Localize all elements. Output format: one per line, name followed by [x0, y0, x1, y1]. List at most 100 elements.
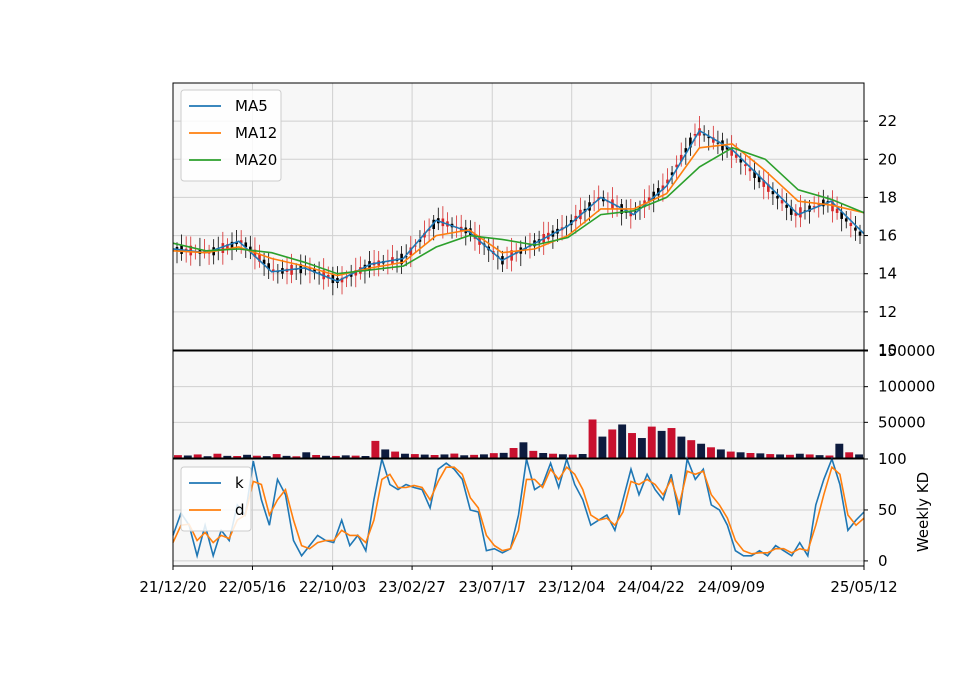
kd-panel: 0 50 100: [172, 450, 907, 570]
volume-bar: [322, 455, 330, 458]
legend-label: MA20: [235, 151, 277, 169]
volume-bar: [213, 453, 222, 458]
candle-body: [679, 154, 683, 162]
candle-body: [730, 147, 733, 156]
candle-body: [789, 206, 793, 215]
volume-bar: [568, 454, 577, 458]
candle-body: [647, 197, 651, 203]
x-tick-label: 24/04/22: [617, 578, 684, 596]
k-line: [172, 455, 865, 559]
candle-body: [313, 269, 316, 273]
candle-body: [409, 247, 413, 256]
volume-bar: [193, 454, 202, 458]
volume-bar: [460, 455, 469, 458]
candle-body: [812, 206, 816, 208]
volume-bar: [401, 453, 409, 458]
candle-body: [707, 136, 711, 139]
y-tick-label: 16: [878, 227, 897, 245]
candle-body: [776, 195, 779, 199]
candle-body: [753, 170, 756, 178]
candle-body: [858, 231, 862, 236]
candle-body: [748, 168, 752, 172]
candle-body: [326, 274, 330, 279]
volume-bar: [825, 455, 834, 458]
candle-body: [780, 200, 784, 204]
volume-bar: [480, 454, 488, 458]
candle-body: [235, 242, 238, 245]
candle-body: [226, 244, 229, 249]
volume-bar: [588, 419, 597, 458]
candle-body: [354, 270, 358, 276]
price-panel: 10 12 14 16 18 20 22: [172, 82, 897, 359]
candle-body: [308, 267, 312, 271]
x-tick-label: 25/05/12: [830, 578, 897, 596]
volume-bar: [558, 454, 567, 458]
candle-body: [689, 137, 692, 148]
x-axis: 21/12/20 22/05/16 22/10/03 23/02/27 23/07/17…: [139, 566, 898, 596]
candle-body: [734, 154, 738, 158]
panel-frame: [172, 458, 865, 567]
candle-body: [817, 204, 821, 206]
volume-bar: [618, 424, 627, 458]
volume-bar: [243, 454, 251, 458]
volume-bar: [183, 455, 192, 458]
candle-body: [831, 201, 834, 212]
volume-bar: [855, 454, 864, 458]
legend-box: [180, 89, 282, 182]
candle-body: [693, 134, 697, 136]
candle-body: [414, 245, 417, 247]
x-tick-label: 24/09/09: [698, 578, 765, 596]
y-tick-label: 20: [878, 150, 897, 168]
volume-bar: [430, 455, 439, 458]
volume-bar: [786, 454, 794, 458]
volume-bar: [233, 456, 242, 458]
volume-bar: [746, 453, 755, 458]
volume-bar: [361, 456, 370, 458]
candle-body: [271, 269, 275, 272]
candle-body: [808, 205, 811, 212]
volume-bar: [608, 429, 617, 458]
volume-bar: [282, 455, 291, 458]
y-tick-label: 18: [878, 188, 897, 206]
volume-bar: [539, 453, 548, 458]
volume-bar: [549, 453, 557, 458]
volume-bar: [440, 454, 449, 458]
y-tick-label: 50000: [878, 413, 926, 431]
candle-body: [854, 227, 857, 231]
candle-body: [345, 277, 348, 279]
candle-body: [262, 259, 266, 265]
volume-bar: [173, 455, 182, 458]
candle-body: [258, 253, 261, 262]
candle-body: [249, 246, 252, 252]
kd-ylabel: Weekly KD: [914, 472, 932, 552]
candle-body: [840, 211, 843, 219]
volume-bar: [292, 456, 301, 458]
candle-body: [230, 241, 234, 248]
volume-bar: [776, 454, 785, 458]
volume-bar: [736, 452, 745, 458]
volume-bar: [450, 453, 459, 458]
candle-body: [427, 228, 431, 231]
candle-body: [794, 212, 798, 216]
volume-bar: [716, 449, 725, 458]
candle-body: [785, 204, 788, 208]
candle-body: [207, 252, 211, 254]
volume-bar: [647, 426, 656, 458]
candle-body: [725, 146, 729, 150]
candle-body: [221, 243, 225, 253]
volume-bar: [371, 440, 380, 458]
volume-bar: [302, 452, 311, 458]
candle-body: [844, 218, 848, 222]
x-tick-label: 23/12/04: [538, 578, 605, 596]
candle-body: [712, 137, 715, 143]
candle-body: [267, 263, 270, 270]
y-tick-label: 10: [878, 341, 897, 359]
volume-bar: [637, 438, 646, 458]
candle-body: [684, 148, 688, 153]
legend-label: d: [235, 501, 245, 519]
volume-bar: [805, 454, 814, 458]
candle-body: [670, 172, 674, 176]
volume-bar: [795, 453, 804, 458]
volume-bar: [578, 454, 587, 458]
